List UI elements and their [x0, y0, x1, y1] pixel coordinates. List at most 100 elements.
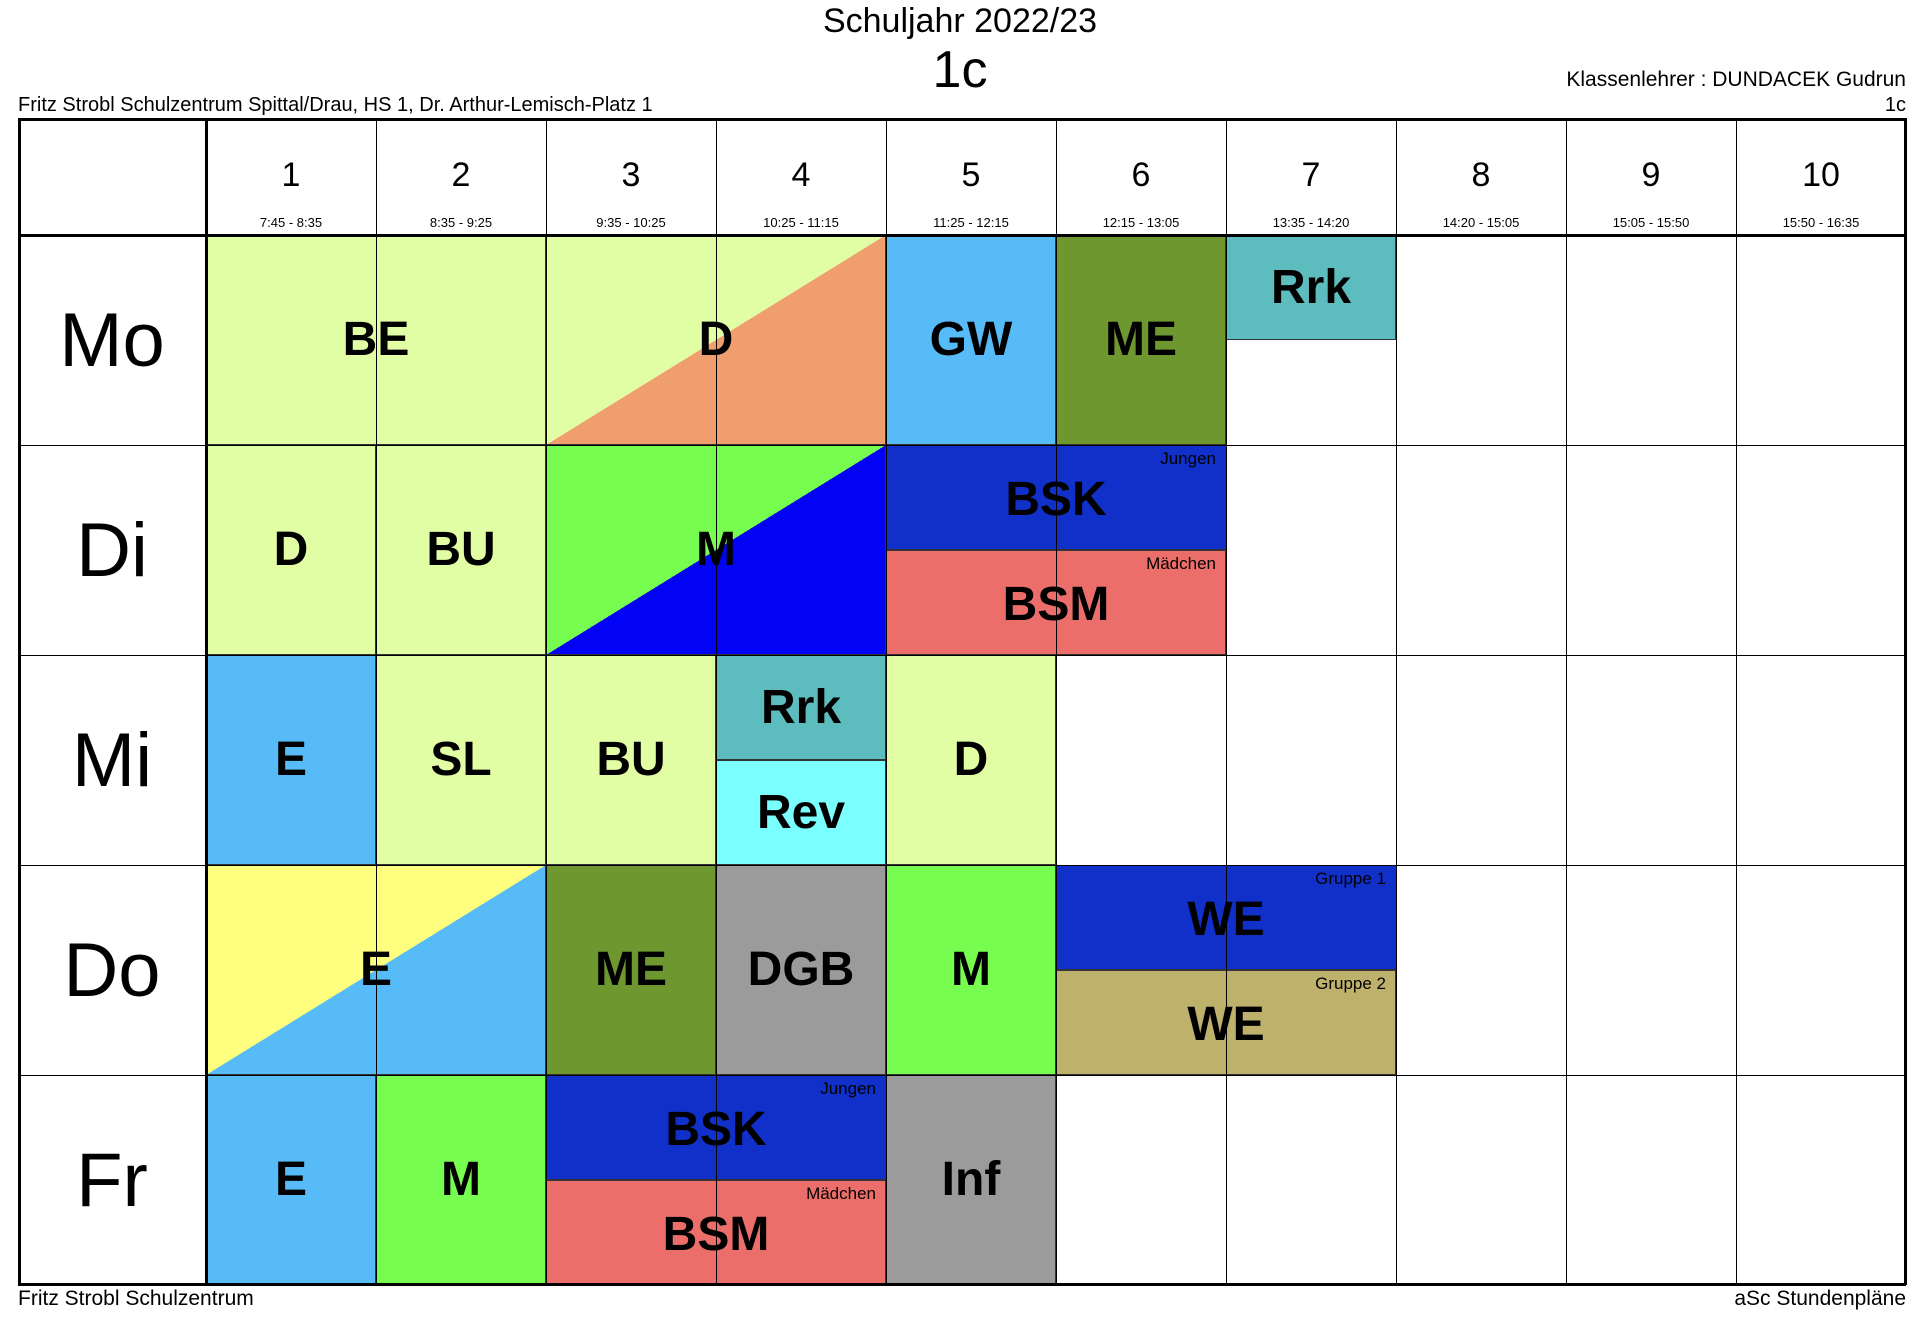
- lesson-group: Jungen: [1160, 449, 1216, 468]
- day-column-separator: [205, 118, 208, 1285]
- lesson-outline: [546, 865, 716, 1075]
- lesson-outline: [1056, 235, 1226, 445]
- class-label-right: 1c: [1884, 94, 1906, 116]
- lesson-e[interactable]: E: [206, 1075, 376, 1285]
- footer-school-name: Fritz Strobl Schulzentrum: [18, 1287, 254, 1310]
- lesson-subject: ME: [595, 943, 667, 996]
- lesson-subject: D: [698, 313, 734, 366]
- frame-left: [18, 118, 21, 1285]
- lesson-subject: SL: [430, 733, 492, 786]
- lesson-me[interactable]: ME: [1056, 235, 1226, 445]
- period-time: 11:25 - 12:15: [933, 215, 1009, 230]
- lesson-e[interactable]: E: [206, 655, 376, 865]
- lesson-subject: Rev: [756, 785, 846, 839]
- lesson-bu[interactable]: BU: [546, 655, 716, 865]
- lesson-outline: [716, 655, 886, 760]
- period-time: 14:20 - 15:05: [1442, 215, 1520, 230]
- lesson-subject: WE: [1187, 997, 1265, 1051]
- period-number: 9: [1641, 156, 1661, 194]
- lesson-m[interactable]: M: [376, 1075, 546, 1285]
- day-divider: [18, 445, 206, 446]
- lesson-group: Jungen: [820, 1079, 876, 1098]
- period-number: 2: [451, 156, 471, 194]
- period-time: 15:05 - 15:50: [1612, 215, 1690, 230]
- lesson-outline: [376, 445, 546, 655]
- period-number: 7: [1301, 156, 1321, 194]
- school-address: Fritz Strobl Schulzentrum Spittal/Drau, …: [18, 94, 653, 116]
- lesson-gw[interactable]: GW: [886, 235, 1056, 445]
- period-time: 8:35 - 9:25: [429, 215, 493, 230]
- lesson-outline: [376, 655, 546, 865]
- day-label-mi: Mi: [71, 718, 153, 803]
- lesson-subject: ME: [1105, 313, 1177, 366]
- day-label-fr: Fr: [76, 1138, 148, 1223]
- day-divider: [18, 1075, 206, 1076]
- period-number: 1: [281, 156, 301, 194]
- lesson-subject: E: [359, 943, 392, 996]
- lesson-outline: [1226, 235, 1396, 340]
- period-time: 10:25 - 11:15: [763, 215, 839, 230]
- frame-top: [18, 118, 1906, 121]
- period-number: 4: [791, 156, 811, 194]
- period-divider: [1056, 118, 1057, 1285]
- lesson-group: Gruppe 1: [1315, 869, 1386, 888]
- footer-software: aSc Stundenpläne: [1734, 1287, 1906, 1310]
- lesson-dgb[interactable]: DGB: [716, 865, 886, 1075]
- lesson-outline: [206, 445, 376, 655]
- lesson-subject: GW: [929, 313, 1013, 366]
- period-divider: [886, 118, 887, 1285]
- period-number: 6: [1131, 156, 1151, 194]
- header-separator: [18, 234, 1906, 237]
- lesson-outline: [886, 1075, 1056, 1285]
- day-label-di: Di: [76, 508, 148, 593]
- lesson-subject: M: [696, 523, 736, 576]
- lesson-rrk[interactable]: Rrk: [716, 655, 886, 760]
- lesson-subject: BSM: [1002, 577, 1110, 631]
- period-divider: [1226, 118, 1227, 1285]
- school-year-title: Schuljahr 2022/23: [822, 2, 1098, 40]
- lesson-subject: M: [951, 943, 991, 996]
- period-divider: [1736, 118, 1737, 1285]
- period-number: 8: [1471, 156, 1491, 194]
- lesson-subject: BU: [426, 523, 496, 576]
- period-time: 7:45 - 8:35: [259, 215, 323, 230]
- period-number: 10: [1802, 156, 1840, 194]
- period-time: 13:35 - 14:20: [1272, 215, 1350, 230]
- lesson-outline: [886, 865, 1056, 1075]
- lesson-subject: Inf: [941, 1153, 1001, 1206]
- class-title: 1c: [932, 41, 988, 99]
- lesson-inf[interactable]: Inf: [886, 1075, 1056, 1285]
- lesson-m[interactable]: M: [886, 865, 1056, 1075]
- lesson-outline: [376, 1075, 546, 1285]
- lesson-subject: M: [441, 1153, 481, 1206]
- day-divider: [206, 865, 1906, 866]
- lesson-d[interactable]: D: [206, 445, 376, 655]
- lesson-subject: D: [953, 733, 989, 786]
- lesson-subject: E: [274, 1153, 307, 1206]
- lesson-rrk[interactable]: Rrk: [1226, 235, 1396, 340]
- period-divider: [1396, 118, 1397, 1285]
- lesson-d[interactable]: D: [886, 655, 1056, 865]
- day-divider: [206, 1075, 1906, 1076]
- period-time: 15:50 - 16:35: [1782, 215, 1860, 230]
- period-time: 9:35 - 10:25: [596, 215, 666, 230]
- lesson-outline: [206, 1075, 376, 1285]
- period-divider: [716, 118, 717, 1285]
- lesson-bu[interactable]: BU: [376, 445, 546, 655]
- lesson-subject: WE: [1187, 892, 1265, 946]
- lesson-rev[interactable]: Rev: [716, 760, 886, 865]
- lesson-sl[interactable]: SL: [376, 655, 546, 865]
- lesson-me[interactable]: ME: [546, 865, 716, 1075]
- lesson-subject: E: [274, 733, 307, 786]
- lesson-outline: [886, 235, 1056, 445]
- day-label-mo: Mo: [59, 298, 165, 383]
- day-divider: [206, 445, 1906, 446]
- lesson-group: Mädchen: [806, 1184, 876, 1203]
- frame-right: [1904, 118, 1907, 1285]
- period-divider: [546, 118, 547, 1285]
- period-time: 12:15 - 13:05: [1102, 215, 1180, 230]
- lesson-outline: [716, 760, 886, 865]
- lesson-group: Gruppe 2: [1315, 974, 1386, 993]
- lesson-subject: BSM: [662, 1207, 770, 1261]
